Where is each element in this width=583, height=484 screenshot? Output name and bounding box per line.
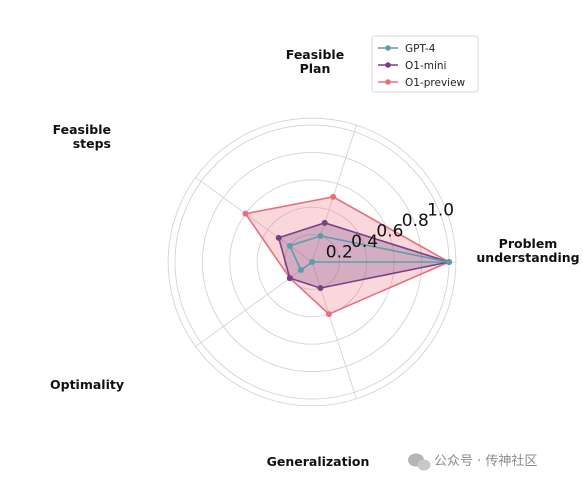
series-o1-preview: [242, 193, 452, 318]
data-point: [330, 193, 337, 200]
legend-entry: O1-preview: [378, 77, 466, 89]
radial-tick-label: 0.8: [402, 211, 429, 231]
series-line: [288, 235, 450, 272]
watermark: 公众号 · 传神社区: [408, 453, 537, 471]
axis-label: Problem understanding: [476, 236, 579, 265]
axis-label-line: Optimality: [50, 377, 124, 392]
legend-marker: [385, 45, 391, 51]
legend-frame: [371, 35, 479, 93]
wechat-icon: [408, 453, 431, 471]
axis-label: Optimality: [50, 377, 124, 392]
series-gpt-4: [286, 232, 452, 274]
radial-tick-labels: 0.20.40.60.81.0: [326, 201, 454, 263]
legend-marker: [385, 62, 391, 68]
spoke-line: [311, 125, 357, 263]
data-point: [446, 259, 452, 265]
data-point: [286, 275, 293, 282]
data-point: [309, 259, 315, 265]
legend: GPT-4 O1-mini O1-preview: [371, 35, 479, 93]
legend-marker: [385, 79, 391, 85]
data-point: [317, 285, 324, 292]
axis-label-line: understanding: [476, 250, 579, 265]
axis-label: Feasible steps: [53, 122, 111, 151]
legend-entry: O1-mini: [378, 60, 446, 72]
axis-label-line: Feasible: [53, 122, 111, 137]
spoke-line: [195, 177, 313, 263]
series-fill: [245, 196, 449, 315]
data-point: [321, 219, 328, 226]
radial-tick-label: 0.4: [351, 232, 378, 252]
axis-label-line: Feasible: [286, 47, 344, 62]
legend-entry: GPT-4: [378, 43, 436, 55]
axis-label: Feasible Plan: [286, 47, 344, 76]
axis-label-line: Generalization: [267, 454, 370, 469]
series-line: [277, 222, 450, 289]
legend-label: O1-preview: [405, 77, 466, 89]
spoke-line: [195, 261, 313, 347]
data-point: [275, 234, 282, 241]
axis-label-line: Plan: [300, 61, 331, 76]
axis-label: Generalization: [267, 454, 370, 469]
legend-label: O1-mini: [405, 60, 446, 72]
data-point: [325, 311, 332, 318]
data-point: [317, 232, 324, 239]
series-line: [244, 196, 451, 316]
data-point: [242, 210, 249, 217]
legend-label: GPT-4: [405, 43, 436, 55]
watermark-text: 公众号 · 传神社区: [434, 453, 537, 469]
data-point: [297, 267, 304, 274]
series-layer: [242, 193, 452, 318]
spoke-line: [311, 261, 357, 399]
series-o1-mini: [275, 219, 452, 292]
radial-tick-label: 0.2: [326, 243, 353, 263]
series-fill: [278, 222, 449, 289]
radial-tick-label: 1.0: [427, 201, 454, 221]
axis-label-line: steps: [73, 136, 111, 151]
axis-label-line: Problem: [499, 236, 558, 251]
data-point: [286, 242, 293, 249]
radial-tick-label: 0.6: [376, 222, 403, 242]
